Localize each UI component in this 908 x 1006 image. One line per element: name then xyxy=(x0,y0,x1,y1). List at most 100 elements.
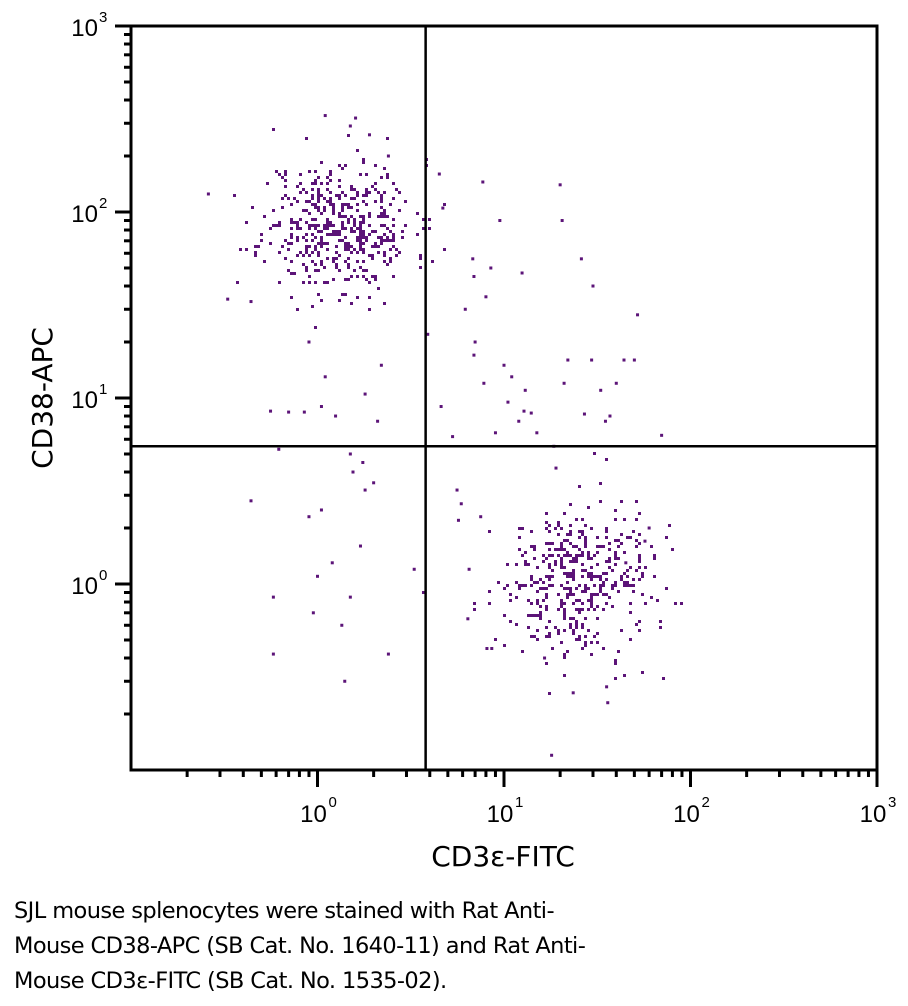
event-dot xyxy=(481,180,485,184)
event-dot xyxy=(347,206,350,209)
event-dot xyxy=(320,245,323,248)
event-dot xyxy=(584,536,587,539)
event-dot xyxy=(368,254,371,257)
event-dot xyxy=(542,554,545,557)
event-dot xyxy=(389,257,392,260)
event-dot xyxy=(272,128,275,131)
event-dot xyxy=(392,236,395,239)
event-dot xyxy=(356,260,359,263)
event-dot xyxy=(503,644,506,647)
event-dot xyxy=(314,170,317,173)
event-dot xyxy=(671,548,674,551)
event-dot xyxy=(317,206,320,209)
event-dot xyxy=(374,242,377,245)
event-dot xyxy=(317,176,320,179)
event-dot xyxy=(560,599,563,602)
event-dot xyxy=(299,227,302,230)
event-dot xyxy=(314,245,317,248)
event-dot xyxy=(314,203,317,206)
event-dot xyxy=(578,638,581,641)
event-dot xyxy=(530,530,533,533)
event-dot xyxy=(581,575,584,578)
event-dot xyxy=(329,179,332,182)
event-dot xyxy=(593,584,596,587)
event-dot xyxy=(431,260,434,263)
event-dot xyxy=(367,133,371,137)
event-dot xyxy=(317,230,320,233)
event-dot xyxy=(626,575,629,578)
event-dot xyxy=(421,591,425,595)
y-axis-title: CD38-APC xyxy=(26,327,59,469)
event-dot xyxy=(533,557,536,560)
event-dot xyxy=(338,299,341,302)
event-dot xyxy=(368,281,371,284)
event-dot xyxy=(638,512,641,515)
event-dot xyxy=(584,542,587,545)
event-dot xyxy=(251,206,254,209)
event-dot xyxy=(317,251,320,254)
event-dot xyxy=(473,602,476,605)
event-dot xyxy=(635,539,638,542)
event-dot xyxy=(548,554,551,557)
event-dot xyxy=(314,263,317,266)
event-dot xyxy=(463,307,467,311)
event-dot xyxy=(635,623,638,626)
event-dot xyxy=(581,563,584,566)
event-dot xyxy=(338,185,341,188)
event-dot xyxy=(347,134,350,137)
event-dot xyxy=(635,500,638,503)
event-dot xyxy=(380,176,383,179)
event-dot xyxy=(356,251,359,254)
event-dot xyxy=(560,527,563,530)
event-dot xyxy=(206,192,210,196)
event-dot xyxy=(524,563,527,566)
event-dot xyxy=(356,209,359,212)
event-dot xyxy=(602,593,605,596)
event-dot xyxy=(590,572,593,575)
event-dot xyxy=(323,206,326,209)
event-dot xyxy=(539,578,542,581)
event-dot xyxy=(359,221,362,224)
event-dot xyxy=(614,563,617,566)
event-dot xyxy=(641,575,644,578)
event-dot xyxy=(353,197,356,200)
event-dot xyxy=(632,578,635,581)
event-dot xyxy=(326,257,329,260)
x-axis-tick-labels: 10 0 10 1 10 2 10 3 xyxy=(300,794,896,828)
event-dot xyxy=(563,617,566,620)
event-dot xyxy=(551,647,554,650)
event-dot xyxy=(320,242,323,245)
event-dot xyxy=(323,242,326,245)
event-dot xyxy=(284,257,287,260)
event-dot xyxy=(365,194,368,197)
event-dot xyxy=(614,662,617,665)
event-dot xyxy=(317,200,320,203)
event-dot xyxy=(638,560,641,563)
event-dot xyxy=(578,485,581,488)
event-dot xyxy=(263,260,266,263)
event-dot xyxy=(290,218,293,221)
event-dot xyxy=(371,245,374,248)
event-dot xyxy=(395,188,398,191)
event-dot xyxy=(554,626,557,629)
event-dot xyxy=(332,230,335,233)
event-dot xyxy=(584,587,587,590)
event-dot xyxy=(343,679,347,683)
event-dot xyxy=(548,584,551,587)
event-dot xyxy=(489,266,493,270)
event-dot xyxy=(623,674,626,677)
event-dot xyxy=(545,626,548,629)
event-dot xyxy=(395,248,398,251)
event-dot xyxy=(317,191,320,194)
event-dot xyxy=(329,197,332,200)
event-dot xyxy=(593,554,596,557)
event-dot xyxy=(226,297,230,301)
event-dot xyxy=(524,551,527,554)
event-dot xyxy=(260,233,263,236)
event-dot xyxy=(482,381,486,385)
event-dot xyxy=(572,578,575,581)
event-dot xyxy=(581,590,584,593)
event-dot xyxy=(518,536,521,539)
event-dot xyxy=(569,617,572,620)
event-dot xyxy=(398,191,401,194)
